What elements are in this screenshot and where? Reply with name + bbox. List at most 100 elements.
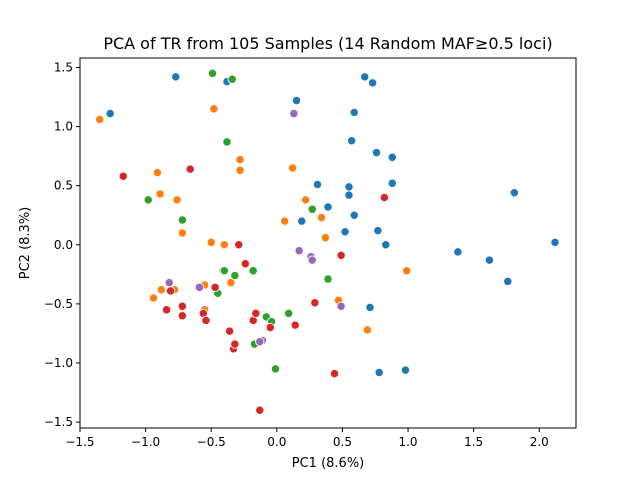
data-point	[320, 233, 331, 243]
data-point	[270, 364, 281, 374]
data-point	[367, 78, 378, 88]
y-axis-label: PC2 (8.3%)	[18, 207, 33, 280]
y-tick-label: 0.0	[54, 238, 73, 252]
x-tick-label: 1.5	[464, 435, 483, 449]
x-tick-label: −0.5	[197, 435, 226, 449]
data-point	[362, 325, 373, 335]
data-point	[307, 255, 317, 265]
y-tick-label: −0.5	[44, 297, 73, 311]
data-point	[155, 189, 165, 199]
data-point	[291, 95, 302, 106]
data-point	[210, 282, 220, 292]
x-axis-label: PC1 (8.6%)	[292, 456, 365, 471]
data-point	[387, 152, 397, 162]
plot-frame	[79, 57, 577, 429]
data-point	[323, 202, 333, 212]
data-point	[230, 270, 240, 281]
data-point	[206, 237, 216, 248]
data-point	[349, 210, 359, 220]
series-0	[105, 72, 560, 378]
data-point	[161, 305, 172, 315]
x-tick-label: 0.0	[267, 435, 286, 449]
y-tick-label: −1.0	[44, 356, 73, 370]
data-point	[381, 240, 391, 250]
x-tick-label: 0.5	[333, 435, 352, 449]
x-tick-label: 2.0	[530, 435, 549, 449]
data-point	[226, 277, 236, 288]
data-point	[152, 168, 163, 178]
data-point	[329, 368, 340, 379]
data-point	[219, 240, 229, 250]
data-point	[235, 155, 245, 165]
data-point	[172, 195, 182, 205]
data-point	[230, 339, 240, 349]
data-point	[209, 104, 219, 114]
x-axis-ticks: −1.5 −1.0 −0.5 0.0 0.5 1.0 1.5 2.0	[65, 428, 549, 449]
data-point	[177, 301, 188, 311]
series-4	[164, 108, 346, 347]
points-layer	[95, 68, 560, 415]
data-point	[148, 293, 159, 303]
data-point	[177, 215, 188, 225]
data-point	[307, 204, 317, 214]
data-point	[344, 190, 354, 200]
data-point	[164, 277, 174, 288]
data-point	[365, 302, 375, 313]
data-point	[484, 255, 495, 265]
data-point	[400, 365, 411, 375]
data-point	[95, 114, 105, 125]
data-point	[550, 237, 560, 248]
data-point	[336, 250, 346, 261]
data-point	[251, 308, 261, 318]
data-point	[207, 68, 218, 79]
data-point	[310, 298, 320, 308]
data-point	[289, 108, 299, 119]
data-point	[185, 164, 195, 174]
data-point	[509, 188, 519, 198]
data-point	[219, 266, 229, 276]
data-point	[503, 276, 513, 287]
data-point	[194, 282, 205, 292]
x-tick-label: −1.0	[131, 435, 160, 449]
data-point	[177, 228, 188, 238]
data-point	[171, 72, 181, 82]
data-point	[177, 311, 188, 321]
x-tick-label: −1.5	[65, 435, 94, 449]
data-point	[165, 286, 176, 296]
data-point	[346, 136, 357, 146]
data-point	[255, 405, 265, 415]
data-point	[265, 322, 275, 333]
data-point	[340, 227, 350, 237]
data-point	[156, 285, 167, 295]
y-axis-ticks: −1.5 −1.0 −0.5 0.0 0.5 1.0 1.5	[44, 60, 80, 429]
data-point	[379, 192, 390, 203]
data-point	[201, 315, 211, 326]
data-point	[227, 74, 237, 84]
data-point	[294, 246, 304, 256]
data-point	[280, 216, 290, 226]
data-point	[374, 367, 384, 378]
y-tick-label: 1.5	[54, 60, 73, 74]
data-point	[222, 137, 232, 147]
series-3	[118, 164, 390, 415]
data-point	[224, 326, 235, 336]
data-point	[143, 195, 153, 205]
data-point	[349, 107, 359, 118]
data-point	[290, 320, 300, 330]
data-point	[336, 301, 346, 311]
data-point	[344, 182, 354, 192]
data-point	[287, 163, 298, 173]
data-point	[453, 247, 463, 257]
data-point	[234, 240, 244, 250]
data-point	[297, 216, 307, 226]
data-point	[316, 212, 327, 223]
data-point	[118, 171, 128, 181]
data-point	[248, 266, 258, 276]
chart-title: PCA of TR from 105 Samples (14 Random MA…	[103, 34, 552, 53]
x-tick-label: 1.0	[398, 435, 417, 449]
data-point	[255, 337, 265, 347]
data-point	[312, 179, 323, 190]
